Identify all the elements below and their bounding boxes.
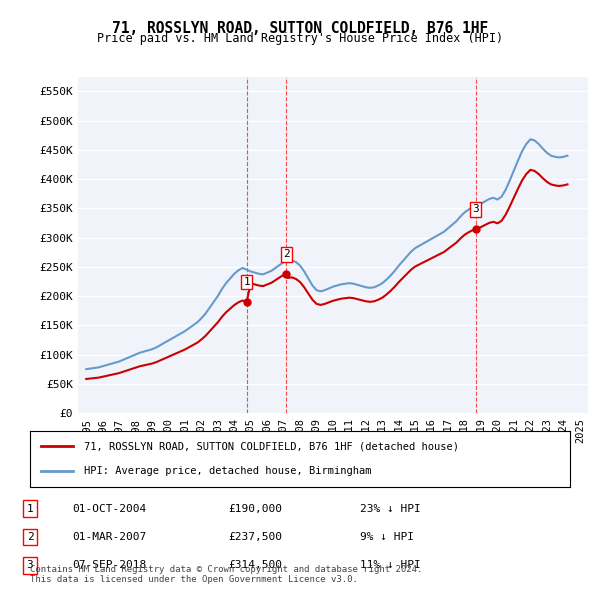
Text: £237,500: £237,500 (228, 532, 282, 542)
Text: 23% ↓ HPI: 23% ↓ HPI (360, 504, 421, 513)
Text: 01-MAR-2007: 01-MAR-2007 (72, 532, 146, 542)
Text: 9% ↓ HPI: 9% ↓ HPI (360, 532, 414, 542)
Text: 71, ROSSLYN ROAD, SUTTON COLDFIELD, B76 1HF (detached house): 71, ROSSLYN ROAD, SUTTON COLDFIELD, B76 … (84, 441, 459, 451)
Text: 71, ROSSLYN ROAD, SUTTON COLDFIELD, B76 1HF: 71, ROSSLYN ROAD, SUTTON COLDFIELD, B76 … (112, 21, 488, 35)
Text: HPI: Average price, detached house, Birmingham: HPI: Average price, detached house, Birm… (84, 466, 371, 476)
Text: 2: 2 (283, 250, 290, 260)
Text: 1: 1 (243, 277, 250, 287)
Text: 07-SEP-2018: 07-SEP-2018 (72, 560, 146, 570)
Text: 01-OCT-2004: 01-OCT-2004 (72, 504, 146, 513)
Text: 11% ↓ HPI: 11% ↓ HPI (360, 560, 421, 570)
Text: Contains HM Land Registry data © Crown copyright and database right 2024.
This d: Contains HM Land Registry data © Crown c… (30, 565, 422, 584)
Text: 3: 3 (26, 560, 34, 570)
Text: Price paid vs. HM Land Registry's House Price Index (HPI): Price paid vs. HM Land Registry's House … (97, 32, 503, 45)
Text: 1: 1 (26, 504, 34, 513)
Text: 2: 2 (26, 532, 34, 542)
Text: £314,500: £314,500 (228, 560, 282, 570)
Text: £190,000: £190,000 (228, 504, 282, 513)
Text: 3: 3 (472, 205, 479, 214)
